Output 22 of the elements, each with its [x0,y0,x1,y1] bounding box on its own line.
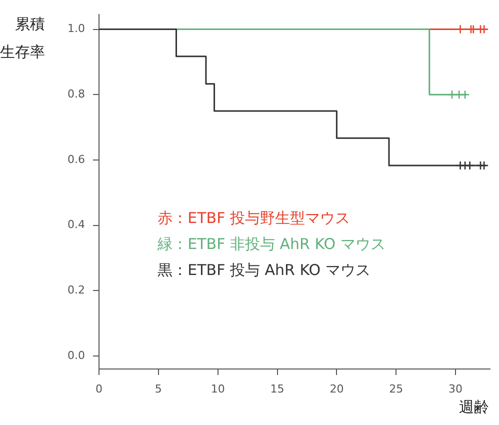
point [460,90,470,100]
point [447,90,457,100]
text: 黒：ETBF 投与 AhR KO マウス [158,260,370,279]
y-tick-label: 1.0 [68,22,85,36]
y-tick-label: 0.6 [68,152,85,166]
x-tick-label: 10 [210,382,225,396]
x-tick-label: 0 [96,382,102,396]
y-tick-label: 0.0 [68,348,85,362]
y-tick-label: 0.8 [68,87,85,100]
point [454,90,464,100]
x-tick-label: 15 [270,382,284,396]
text: 緑：ETBF 非投与 AhR KO マウス [156,234,386,253]
x-tick-label: 25 [389,382,404,396]
x-axis-title: 週齢 [459,398,489,417]
x-tick-label: 30 [448,382,463,396]
x-tick-label: 20 [330,382,344,396]
x-tick-label: 5 [154,382,162,396]
y-axis-title: 累積生存率 [0,14,45,63]
y-tick-label: 0.2 [68,283,85,296]
point [465,160,474,170]
text: 赤：ETBF 投与野生型マウス [158,208,350,227]
y-tick-label: 0.4 [68,218,85,232]
